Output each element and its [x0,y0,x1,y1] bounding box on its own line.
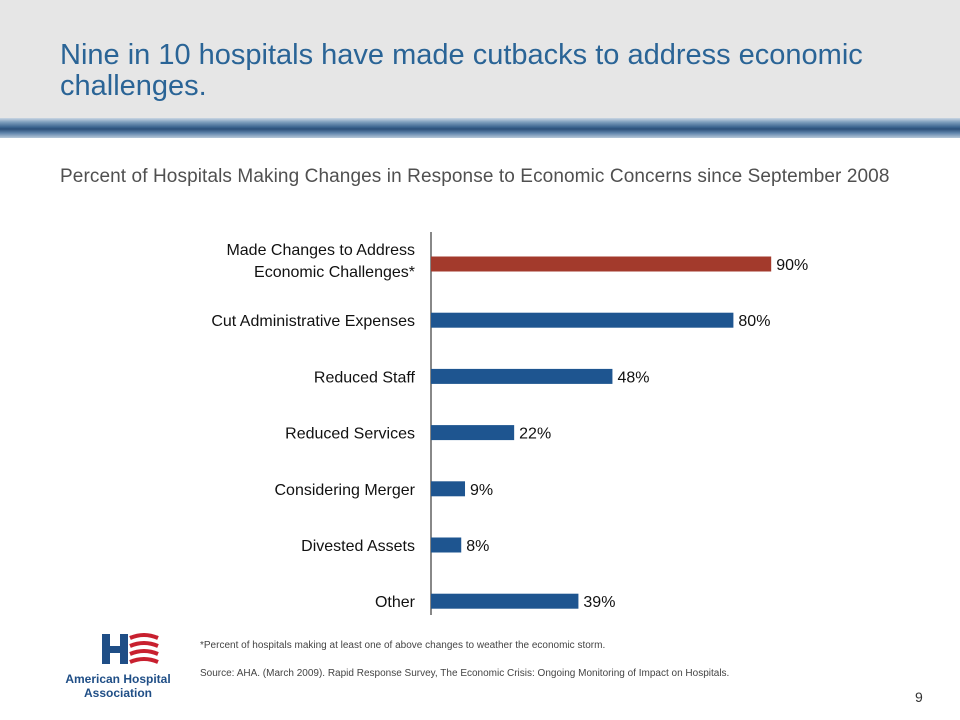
value-label-0: 90% [776,257,808,274]
bar-4 [431,481,466,497]
value-label-5: 8% [466,538,489,555]
bar-6 [431,593,579,609]
value-label-1: 80% [738,313,770,330]
aha-logo: American Hospital Association [58,632,178,712]
value-label-2: 48% [617,369,649,386]
aha-logo-mark [102,633,159,664]
bar-3 [431,425,515,441]
category-label-4: Considering Merger [274,482,415,499]
logo-text-line1: American Hospital [65,672,171,686]
value-label-4: 9% [470,482,493,499]
value-label-3: 22% [519,426,551,443]
slide-header: Nine in 10 hospitals have made cutbacks … [0,0,960,118]
bars-group: 90% Made Changes to Address Economic Chall… [211,242,808,611]
footnote: *Percent of hospitals making at least on… [200,640,606,651]
category-label-2: Reduced Staff [314,369,416,386]
bar-1 [431,312,734,328]
value-label-6: 39% [583,594,615,611]
header-decorative-band [0,118,960,138]
page-number: 9 [915,689,923,705]
category-label-3: Reduced Services [285,426,415,443]
aha-logo-text: American Hospital Association [58,672,178,700]
source-note: Source: AHA. (March 2009). Rapid Respons… [200,668,730,679]
category-label-6: Other [375,594,416,611]
slide-title: Nine in 10 hospitals have made cutbacks … [60,39,863,102]
bar-0 [431,256,772,272]
category-label-5: Divested Assets [301,538,415,555]
chart-subtitle: Percent of Hospitals Making Changes in R… [60,166,890,187]
category-label-0-line1: Economic Challenges* [254,264,415,281]
bar-2 [431,368,613,384]
category-label-1: Cut Administrative Expenses [211,313,415,330]
logo-text-line2: Association [83,686,152,700]
category-label-0-line0: Made Changes to Address [226,242,415,259]
bar-5 [431,537,462,553]
